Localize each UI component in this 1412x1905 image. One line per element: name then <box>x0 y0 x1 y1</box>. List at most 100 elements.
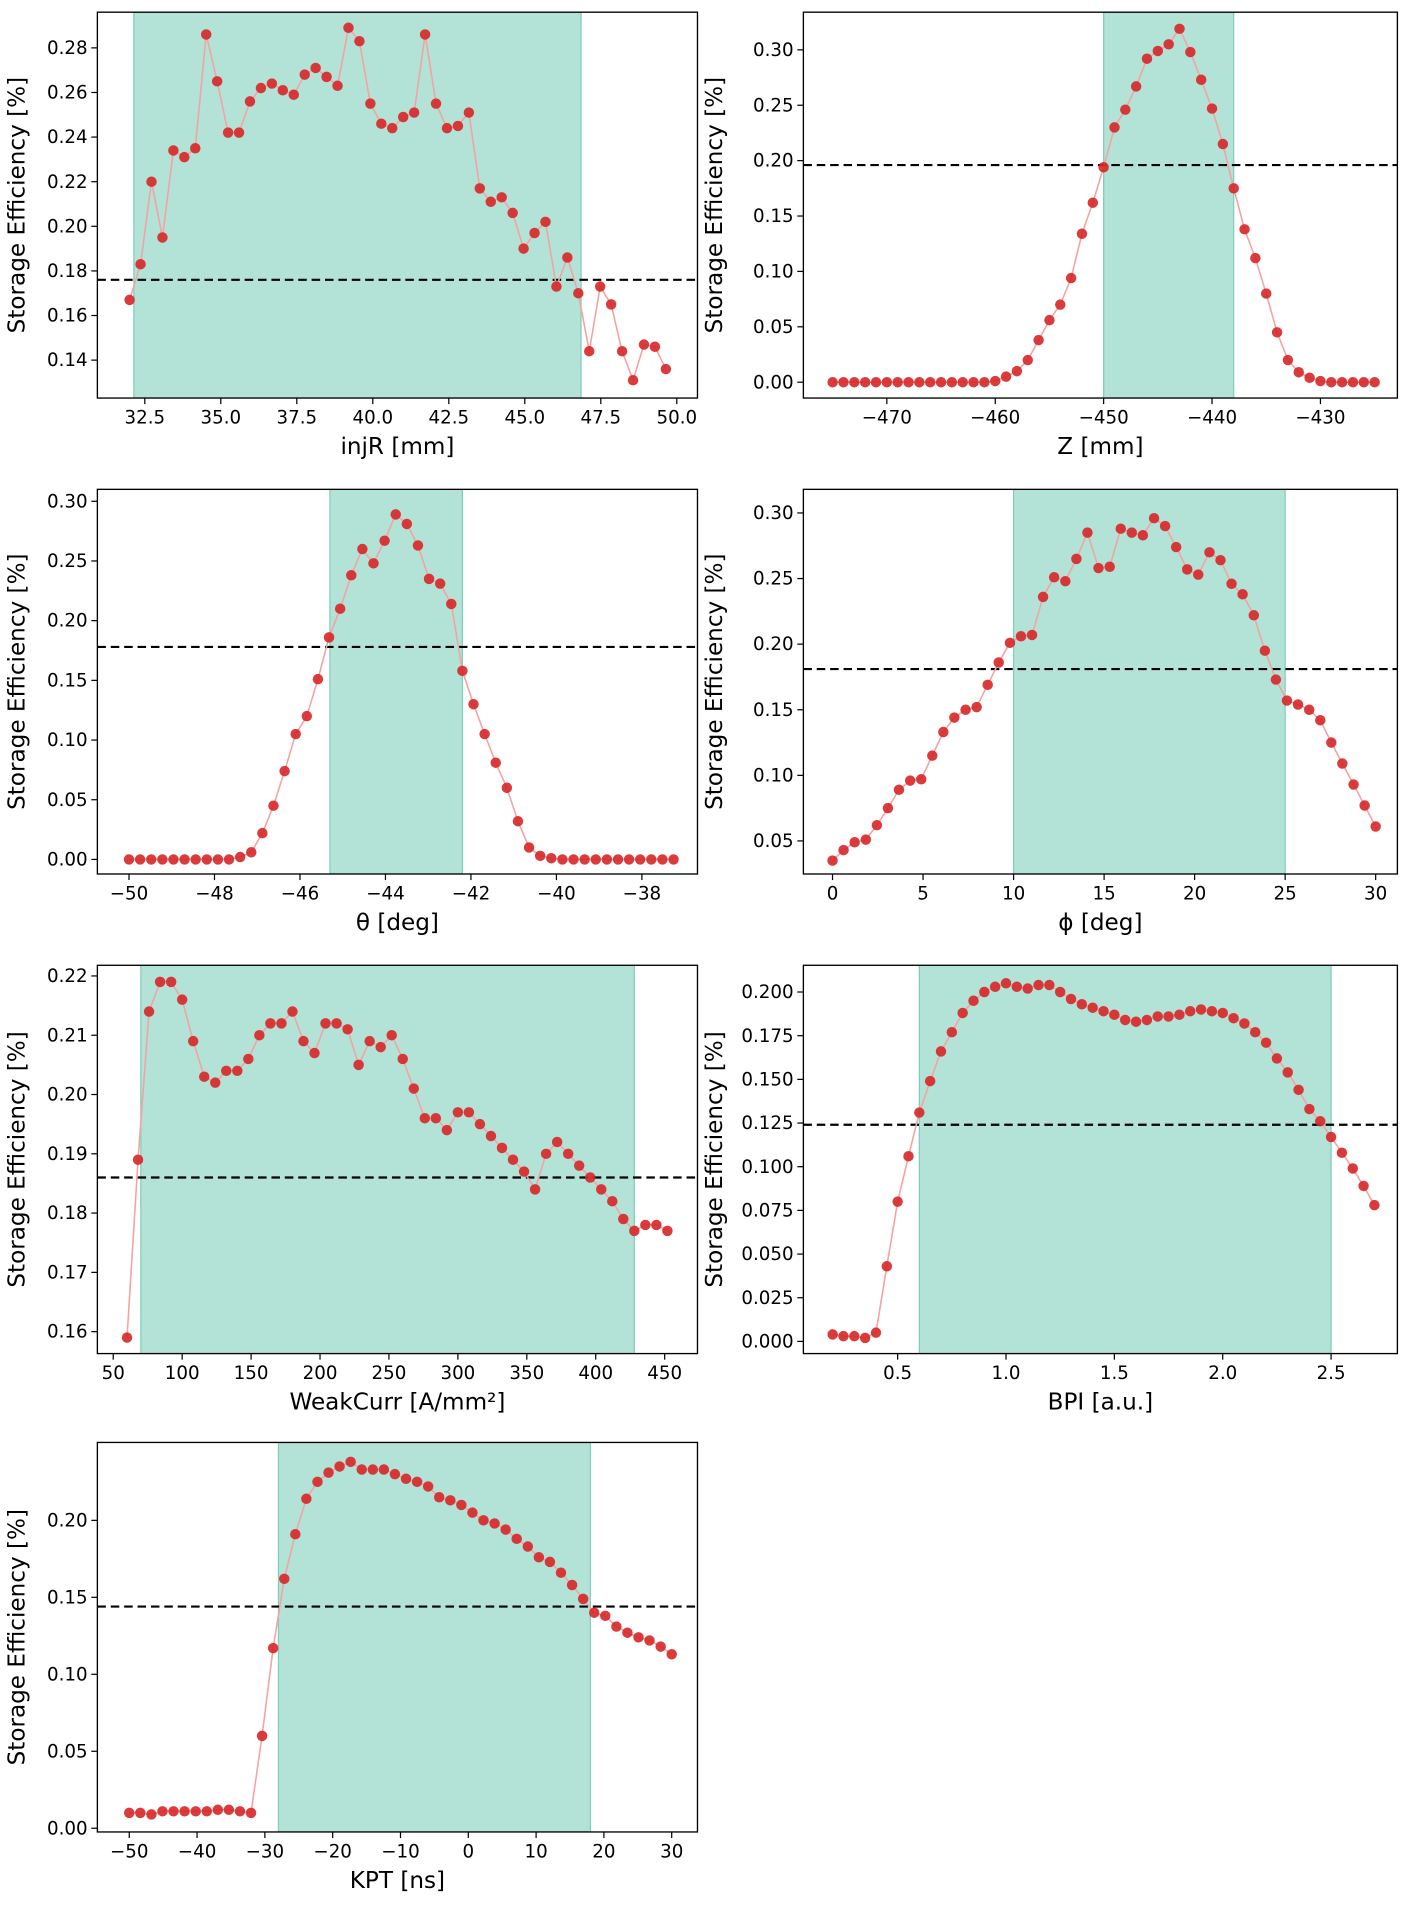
data-point <box>1336 376 1348 388</box>
data-point <box>1370 821 1381 832</box>
data-point <box>982 679 993 691</box>
data-point <box>279 765 290 777</box>
data-point <box>246 847 257 858</box>
y-tick-label: 0.22 <box>47 966 88 987</box>
x-tick-label: 150 <box>234 1363 269 1384</box>
data-point <box>600 1610 611 1622</box>
data-point <box>323 1467 334 1478</box>
data-point <box>501 782 513 794</box>
data-point <box>1000 978 1012 989</box>
axes-frame <box>96 964 699 1355</box>
data-point <box>1217 1007 1228 1019</box>
data-point <box>134 854 146 865</box>
data-point <box>233 127 245 138</box>
subplot: −50 −40 −30 −20 −10 0 10 20 30 0.00 0.05 0.10 0.15 0.… <box>4 1441 699 1894</box>
data-point <box>1076 999 1088 1010</box>
y-tick-label: 0.25 <box>47 551 88 572</box>
data-point <box>892 1196 903 1207</box>
data-point <box>522 1541 534 1552</box>
data-point <box>518 243 529 254</box>
data-point <box>511 1533 522 1545</box>
y-axis-label: Storage Efficiency [%] <box>702 1031 728 1287</box>
data-point <box>132 1154 144 1165</box>
data-point <box>200 29 212 40</box>
data-point <box>299 69 310 80</box>
data-point <box>529 227 540 239</box>
data-point <box>331 1018 342 1029</box>
data-point <box>903 376 914 388</box>
shaded-span <box>329 489 464 874</box>
data-point <box>957 376 968 388</box>
data-point <box>1170 541 1182 553</box>
data-point <box>1249 1026 1261 1038</box>
data-point <box>1369 1199 1380 1211</box>
data-point <box>364 1035 375 1047</box>
data-point <box>422 1481 434 1492</box>
data-point <box>859 1332 871 1344</box>
y-tick-label: 0.100 <box>741 1157 793 1178</box>
data-point <box>916 774 927 785</box>
data-point <box>562 1148 574 1160</box>
data-point <box>198 1071 210 1082</box>
data-point <box>408 1083 419 1094</box>
data-point <box>321 71 332 83</box>
data-point <box>1033 334 1044 346</box>
data-point <box>1037 591 1049 603</box>
data-point <box>1181 564 1193 575</box>
data-point <box>881 376 893 388</box>
data-point <box>179 151 190 163</box>
x-tick-label: 42.5 <box>428 408 469 429</box>
data-point <box>1347 1163 1358 1174</box>
y-tick-label: 0.28 <box>47 38 88 59</box>
x-tick-label: 250 <box>372 1363 407 1384</box>
data-point <box>357 543 368 555</box>
data-point <box>279 1573 290 1585</box>
data-point <box>257 827 268 839</box>
y-axis-label: Storage Efficiency [%] <box>702 553 728 809</box>
y-axis-label: Storage Efficiency [%] <box>4 553 30 809</box>
data-point <box>387 122 398 134</box>
y-tick-label: 0.10 <box>753 262 794 283</box>
data-point <box>618 1213 629 1225</box>
data-point <box>190 854 201 865</box>
x-tick-label: 0 <box>827 884 839 905</box>
x-tick-label: −10 <box>381 1842 420 1863</box>
data-point <box>210 1077 221 1088</box>
data-point <box>434 578 446 589</box>
y-axis-label: Storage Efficiency [%] <box>702 77 728 333</box>
data-point <box>859 376 871 388</box>
data-point <box>584 1172 596 1183</box>
y-axis-label: Storage Efficiency [%] <box>4 1509 30 1765</box>
data-point <box>378 1464 390 1475</box>
data-point <box>419 29 431 40</box>
data-point <box>401 518 413 530</box>
data-point <box>1148 512 1160 524</box>
data-point <box>534 850 546 862</box>
data-point <box>566 1579 578 1591</box>
x-tick-label: −460 <box>970 408 1020 429</box>
data-point <box>1141 53 1153 64</box>
y-tick-label: 0.05 <box>753 831 794 852</box>
y-tick-label: 0.16 <box>47 1322 88 1343</box>
data-point <box>1281 695 1293 706</box>
data-point <box>496 1142 508 1154</box>
x-axis-label: WeakCurr [A/mm²] <box>289 1390 505 1416</box>
data-point <box>633 1632 644 1643</box>
x-tick-label: 32.5 <box>124 408 165 429</box>
x-tick-label: 2.0 <box>1208 1363 1237 1384</box>
x-tick-label: 15 <box>1092 884 1115 905</box>
data-point <box>1271 1053 1283 1064</box>
data-point <box>605 299 617 310</box>
data-point <box>577 1593 589 1605</box>
data-point <box>463 1107 475 1118</box>
data-point <box>135 1807 146 1819</box>
data-point <box>1044 314 1055 326</box>
y-tick-label: 0.05 <box>47 790 88 811</box>
data-point <box>1015 631 1027 642</box>
data-point <box>288 89 299 100</box>
y-tick-label: 0.18 <box>47 1203 88 1224</box>
data-point <box>168 854 179 865</box>
data-point <box>1336 1147 1348 1158</box>
data-point <box>254 1030 265 1041</box>
data-point <box>157 854 168 865</box>
